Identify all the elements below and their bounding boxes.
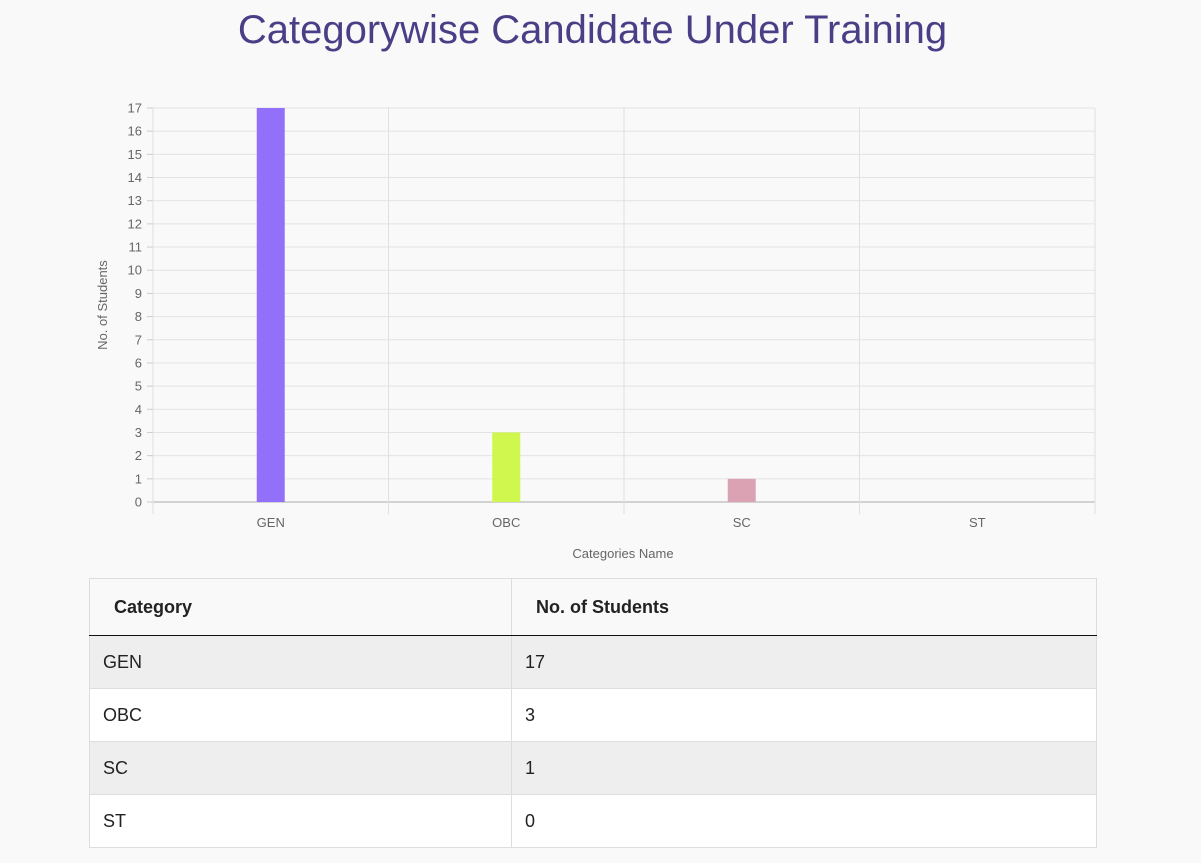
y-axis-title: No. of Students [95,260,110,350]
table-row: ST 0 [89,794,1097,848]
bar-obc [492,432,521,502]
y-tick-label: 7 [135,332,142,347]
y-tick-label: 16 [128,124,142,139]
y-tick-label: 17 [128,101,142,116]
cell-students: 0 [511,794,1097,848]
page-title: Categorywise Candidate Under Training [237,8,948,52]
y-tick-label: 0 [135,495,142,510]
y-tick-label: 9 [135,286,142,301]
cell-category: SC [89,741,512,795]
x-axis-title: Categories Name [572,546,673,561]
y-tick-label: 13 [128,193,142,208]
bar-gen [256,108,285,502]
cell-category: OBC [89,688,512,742]
table-header-row: Category No. of Students [89,578,1097,636]
category-table: Category No. of Students GEN 17 OBC 3 SC… [89,578,1097,848]
cell-students: 17 [511,635,1097,689]
y-tick-label: 14 [128,170,142,185]
y-tick-label: 11 [129,240,143,255]
cell-students: 3 [511,688,1097,742]
cell-category: ST [89,794,512,848]
y-tick-label: 1 [135,471,142,486]
y-tick-label: 15 [128,147,142,162]
table-row: SC 1 [89,741,1097,795]
y-tick-label: 2 [135,448,142,463]
y-tick-label: 8 [135,309,142,324]
x-tick-label: GEN [257,515,285,530]
table-row: GEN 17 [89,635,1097,689]
cell-students: 1 [511,741,1097,795]
y-tick-label: 3 [135,425,142,440]
cell-category: GEN [89,635,512,689]
category-table-container: Category No. of Students GEN 17 OBC 3 SC… [89,578,1097,848]
y-tick-label: 4 [135,402,142,417]
column-header-category: Category [89,578,512,636]
x-tick-label: ST [969,515,986,530]
y-tick-label: 12 [128,216,142,231]
x-tick-label: SC [733,515,751,530]
table-row: OBC 3 [89,688,1097,742]
y-tick-label: 5 [135,379,142,394]
y-tick-label: 6 [135,355,142,370]
y-tick-label: 10 [128,263,142,278]
bar-sc [727,478,756,502]
column-header-students: No. of Students [511,578,1097,636]
x-tick-label: OBC [492,515,520,530]
